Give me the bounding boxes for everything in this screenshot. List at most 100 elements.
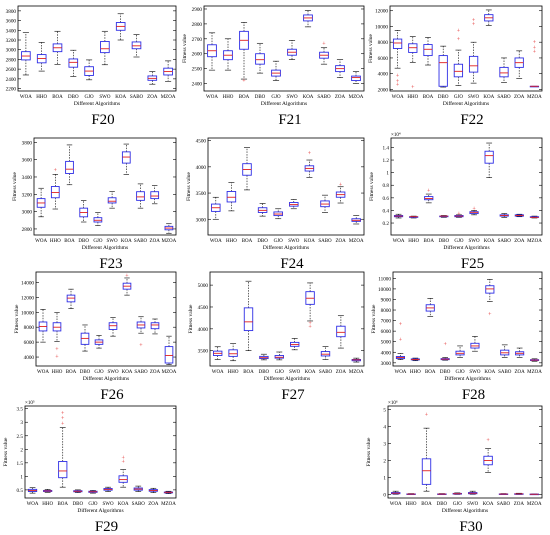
box-gjo: ++ xyxy=(453,28,464,86)
box-boa xyxy=(65,144,74,186)
x-tick-label: SABO xyxy=(318,239,332,244)
box-woa: +++ xyxy=(392,30,403,89)
x-tick-label: KOA xyxy=(304,239,315,244)
box-zoa xyxy=(514,213,524,218)
box-mzoa xyxy=(351,71,361,84)
box-swo xyxy=(290,338,300,351)
box-iqr xyxy=(243,307,254,332)
x-tick-label: SWO xyxy=(468,239,480,244)
x-tick-label: WOA xyxy=(394,370,406,375)
x-tick-label: KOA xyxy=(484,239,495,244)
y-axis-label: Fitness value xyxy=(186,172,192,201)
box-iqr xyxy=(118,475,128,483)
outlier-marker: + xyxy=(472,18,476,24)
x-tick-label: HHO xyxy=(50,239,61,244)
x-tick-label: ZOA xyxy=(150,370,161,375)
y-tick-label: 2 xyxy=(383,459,386,465)
box-boa xyxy=(242,147,252,191)
panel-title: F30 xyxy=(459,519,482,535)
outlier-marker: + xyxy=(457,37,461,43)
outlier-marker: + xyxy=(61,416,65,422)
box-iqr xyxy=(58,461,68,479)
box-koa: + xyxy=(304,151,315,178)
x-axis-label: Different Algorithms xyxy=(264,375,310,382)
box-hho xyxy=(226,182,237,212)
box-zoa xyxy=(514,492,524,495)
x-axis-label: Different Algorithms xyxy=(74,100,120,107)
x-axis-label: Different Algorithms xyxy=(82,244,128,251)
panel-title: F26 xyxy=(100,387,124,403)
y-axis-label: Fitness value xyxy=(369,172,375,201)
y-tick-label: 2500 xyxy=(192,67,203,73)
box-woa xyxy=(27,487,38,494)
x-tick-label: SABO xyxy=(130,95,144,100)
box-hho xyxy=(228,343,238,362)
x-tick-label: GJO xyxy=(454,95,464,100)
y-tick-label: 3400 xyxy=(22,175,33,181)
x-tick-label: ZOA xyxy=(514,502,525,507)
y-tick-label: 3 xyxy=(383,441,386,447)
y-tick-label: 6000 xyxy=(24,340,35,346)
box-mzoa xyxy=(351,357,361,363)
x-tick-label: MZOA xyxy=(527,95,542,100)
x-tick-label: MZOA xyxy=(527,502,542,507)
x-tick-label: BOA xyxy=(425,370,436,375)
box-iqr xyxy=(68,58,79,68)
y-tick-label: 2900 xyxy=(192,7,203,13)
box-iqr xyxy=(65,160,74,174)
box-boa xyxy=(425,298,435,317)
y-tick-label: 8000 xyxy=(378,40,389,46)
y-tick-label: 2400 xyxy=(192,82,203,88)
y-tick-label: 4000 xyxy=(196,165,207,171)
y-tick-label: 7000 xyxy=(381,319,392,325)
box-koa: + xyxy=(483,438,493,473)
x-tick-label: MZOA xyxy=(161,95,176,100)
panel-title: F28 xyxy=(462,387,485,403)
y-axis-label: Fitness value xyxy=(3,437,9,466)
x-tick-label: ZOA xyxy=(514,95,525,100)
x-tick-label: KOA xyxy=(305,370,316,375)
axes-frame xyxy=(33,137,177,236)
y-tick-label: 12000 xyxy=(21,295,34,301)
chart-panel-f26: 4000 6000 8000 10000 12000 14000 Fitness value… xyxy=(14,271,177,403)
box-koa xyxy=(121,143,131,175)
x-tick-label: WOA xyxy=(212,370,224,375)
axes-frame xyxy=(387,405,543,499)
x-tick-label: DBO xyxy=(78,239,89,244)
y-tick-label: 12000 xyxy=(375,9,388,15)
y-tick-label: 3000 xyxy=(6,48,17,54)
outlier-marker: + xyxy=(486,438,490,444)
box-mzoa xyxy=(163,490,174,494)
y-tick-label: 0.6 xyxy=(383,196,390,202)
x-tick-label: SABO xyxy=(134,239,148,244)
x-tick-label: BOA xyxy=(239,95,250,100)
x-tick-label: BOA xyxy=(66,370,77,375)
x-tick-label: KOA xyxy=(122,370,133,375)
outlier-marker: + xyxy=(411,85,415,91)
x-tick-label: HHO xyxy=(228,370,239,375)
outlier-marker: + xyxy=(488,312,492,318)
box-swo xyxy=(107,191,117,209)
box-woa xyxy=(393,213,404,219)
box-dbo xyxy=(257,203,268,217)
y-axis-label: Fitness value xyxy=(366,437,372,466)
box-iqr xyxy=(336,325,346,338)
x-tick-label: WOA xyxy=(210,239,222,244)
box-dbo xyxy=(79,200,89,223)
box-zoa: + xyxy=(335,183,346,204)
box-zoa xyxy=(336,315,346,349)
box-iqr xyxy=(228,349,238,357)
chart-panel-f22: 2000 4000 6000 8000 10000 12000 Fitness value +… xyxy=(368,5,543,128)
y-tick-label: 1 xyxy=(386,171,389,177)
y-axis-label: Fitness value xyxy=(371,304,377,333)
outlier-marker: + xyxy=(61,422,65,428)
chart-panel-f24: 3000 3500 4000 4500 Fitness value WOA HHO BOA DB… xyxy=(186,137,365,272)
chart-panel-f27: 3500 4000 4500 5000 Fitness value WOA HHO BOA DB… xyxy=(188,271,365,403)
y-tick-label: 2.5 xyxy=(17,434,24,440)
x-tick-label: GJO xyxy=(94,370,104,375)
x-tick-label: BOA xyxy=(57,502,68,507)
chart-panel-f21: 2400 2500 2600 2700 2800 2900 Fitness value WOA… xyxy=(182,5,365,128)
outlier-marker: + xyxy=(427,188,431,194)
axes-frame xyxy=(24,405,177,499)
x-tick-label: ZOA xyxy=(148,502,159,507)
